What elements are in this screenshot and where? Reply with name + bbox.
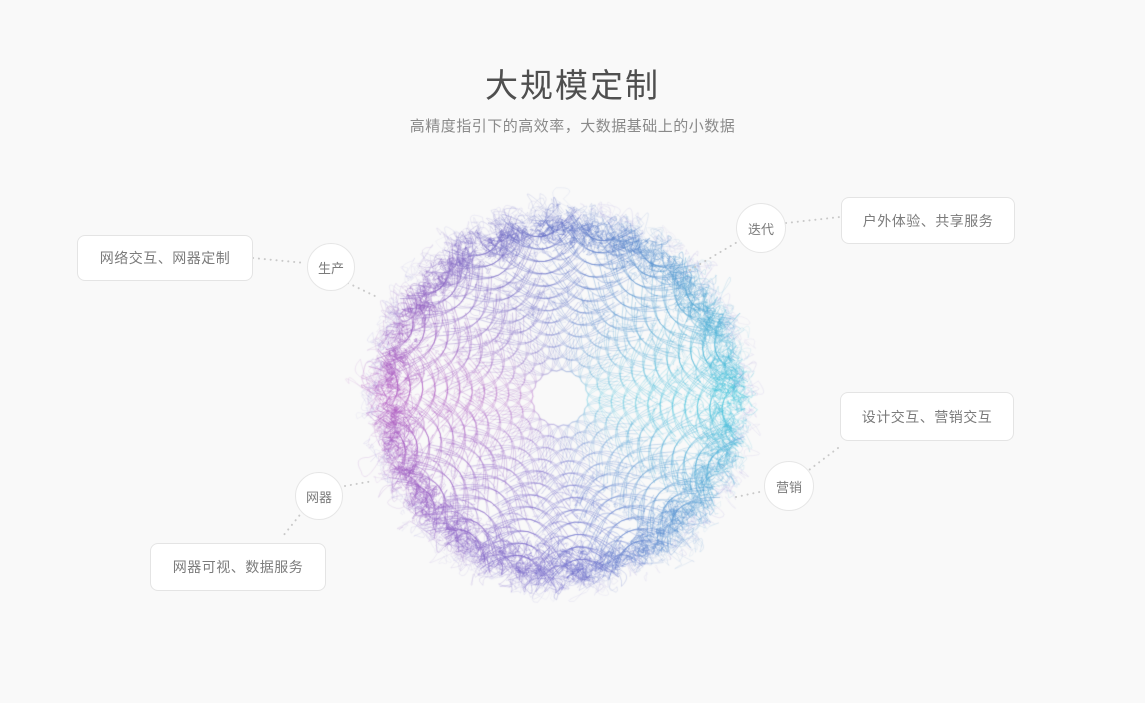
- node-production-label: 生产: [317, 260, 344, 276]
- node-iteration-label: 迭代: [747, 221, 774, 237]
- connector-iteration-card2: [785, 216, 841, 224]
- connector-card1-production: [252, 257, 306, 264]
- node-iteration: 迭代: [736, 203, 786, 253]
- card-network-interaction-label: 网络交互、网器定制: [99, 250, 231, 266]
- page-title: 大规模定制: [485, 67, 660, 104]
- card-design-interaction: 设计交互、营销交互: [840, 392, 1014, 441]
- connector-card3-marketing: [808, 447, 839, 471]
- node-marketing-label: 营销: [775, 479, 802, 495]
- page-subtitle: 高精度指引下的高效率，大数据基础上的小数据: [409, 118, 736, 135]
- node-appliance: 网器: [295, 472, 343, 520]
- card-network-interaction: 网络交互、网器定制: [77, 235, 253, 281]
- card-appliance-visual-label: 网器可视、数据服务: [172, 559, 304, 575]
- card-outdoor-experience-label: 户外体验、共享服务: [862, 212, 994, 229]
- card-outdoor-experience: 户外体验、共享服务: [841, 197, 1015, 244]
- particle-sphere-visualization: [335, 173, 785, 623]
- node-marketing: 营销: [764, 461, 814, 511]
- connector-appliance-card4: [282, 510, 304, 537]
- node-production: 生产: [307, 243, 355, 291]
- card-design-interaction-label: 设计交互、营销交互: [861, 408, 993, 425]
- card-appliance-visual: 网器可视、数据服务: [150, 543, 326, 591]
- node-appliance-label: 网器: [305, 489, 332, 505]
